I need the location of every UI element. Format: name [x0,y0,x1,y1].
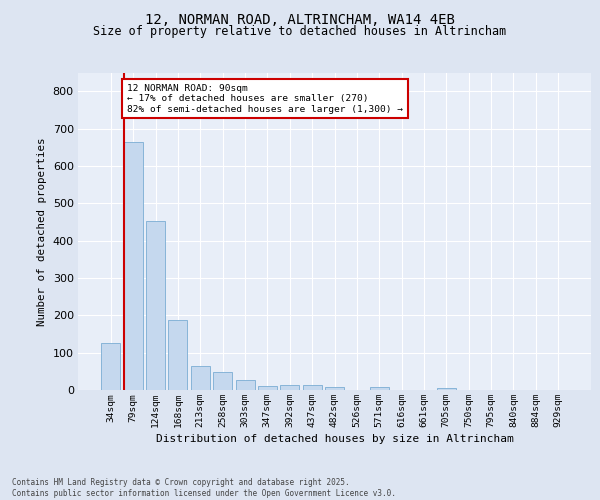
Bar [280,385,299,390]
Bar [169,320,187,390]
Bar [258,386,277,390]
Bar [302,385,322,390]
Bar [101,342,121,390]
Text: 12 NORMAN ROAD: 90sqm
← 17% of detached houses are smaller (270)
82% of semi-det: 12 NORMAN ROAD: 90sqm ← 17% of detached … [127,84,403,114]
Text: Size of property relative to detached houses in Altrincham: Size of property relative to detached ho… [94,25,506,38]
Bar [191,366,210,390]
Bar [236,380,254,390]
Bar [325,388,344,390]
Bar [437,388,456,390]
Y-axis label: Number of detached properties: Number of detached properties [37,137,47,326]
Text: 12, NORMAN ROAD, ALTRINCHAM, WA14 4EB: 12, NORMAN ROAD, ALTRINCHAM, WA14 4EB [145,12,455,26]
Bar [213,372,232,390]
X-axis label: Distribution of detached houses by size in Altrincham: Distribution of detached houses by size … [155,434,514,444]
Bar [124,142,143,390]
Bar [370,388,389,390]
Text: Contains HM Land Registry data © Crown copyright and database right 2025.
Contai: Contains HM Land Registry data © Crown c… [12,478,396,498]
Bar [146,221,165,390]
